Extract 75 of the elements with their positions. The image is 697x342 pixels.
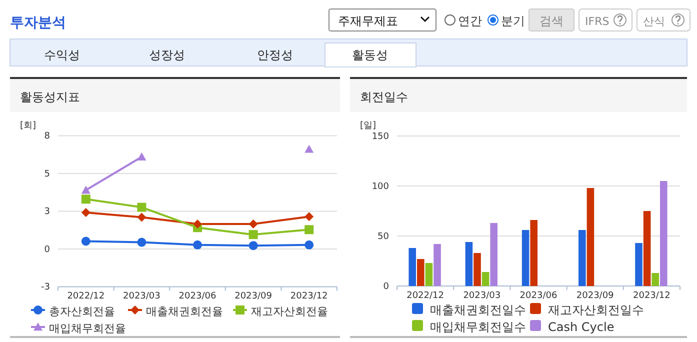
x-tick-label: 2023/09 — [234, 292, 272, 302]
point — [81, 194, 90, 204]
text: 주재무제표 — [338, 14, 398, 28]
y-tick-label: 50 — [378, 232, 390, 242]
bar — [652, 273, 659, 286]
bar — [660, 181, 668, 286]
text: 수익성 — [44, 48, 80, 62]
point — [193, 240, 202, 250]
point — [304, 212, 314, 222]
bar — [434, 244, 441, 286]
y-tick-label: 0 — [44, 244, 50, 255]
legend-label: 매입채무회전율 — [49, 322, 126, 335]
point — [137, 152, 146, 160]
bar — [425, 263, 433, 286]
x-tick-label: 2022/12 — [67, 292, 105, 302]
legend-label: 재고자산회전율 — [251, 305, 328, 318]
text: 연간 — [458, 14, 482, 28]
y-axis-title: [회] — [20, 121, 36, 131]
text: 성장성 — [149, 48, 185, 62]
bar — [465, 242, 473, 286]
y-tick-label: 3 — [44, 207, 50, 218]
point — [248, 230, 258, 240]
legend-label: 매입채무회전일수 — [430, 320, 526, 334]
y-tick-label: -3 — [41, 282, 50, 293]
bar — [643, 211, 651, 286]
point — [193, 219, 202, 228]
point — [137, 212, 146, 222]
bar — [482, 272, 490, 286]
text: 분기 — [501, 14, 525, 28]
bar — [586, 188, 594, 286]
text: 산식 — [643, 15, 665, 28]
x-tick-label: 2023/12 — [290, 292, 328, 302]
point — [137, 202, 146, 212]
point — [137, 238, 146, 247]
legend-label: 매출채권회전일수 — [430, 303, 526, 317]
legend-label: 매출채권회전율 — [146, 305, 223, 318]
text: IFRS — [585, 15, 610, 28]
point — [81, 186, 90, 194]
bar — [417, 259, 424, 286]
point — [304, 240, 314, 250]
legend-label: Cash Cycle — [548, 320, 614, 334]
legend-label: 총자산회전율 — [49, 305, 115, 318]
legend-label: 재고자산회전일수 — [548, 303, 644, 317]
text: 안정성 — [257, 48, 293, 62]
x-tick-label: 2023/12 — [633, 291, 670, 301]
chart-title: 활동성지표 — [20, 90, 80, 104]
y-tick-label: 150 — [372, 132, 390, 142]
text: 검색 — [540, 14, 564, 28]
point — [304, 225, 314, 234]
point — [304, 144, 314, 153]
y-tick-label: 8 — [44, 132, 50, 142]
y-tick-label: 100 — [372, 182, 390, 192]
x-tick-label: 2022/12 — [406, 291, 444, 301]
y-tick-label: 0 — [383, 282, 390, 292]
bar — [522, 230, 530, 286]
y-axis-title: [일] — [360, 121, 376, 131]
x-tick-label: 2023/06 — [520, 291, 558, 301]
point — [248, 241, 258, 250]
x-tick-label: 2023/03 — [463, 291, 501, 301]
point — [248, 219, 258, 228]
bar — [635, 243, 642, 286]
y-tick-label: 5 — [44, 169, 50, 180]
x-tick-label: 2023/06 — [178, 292, 216, 302]
point — [81, 208, 90, 218]
bar — [408, 248, 416, 286]
bar — [474, 253, 481, 286]
bar — [530, 220, 538, 286]
x-tick-label: 2023/03 — [123, 292, 160, 302]
bar — [578, 230, 586, 286]
text: 활동성 — [352, 48, 388, 62]
point — [81, 236, 90, 246]
text: 투자분석 — [10, 15, 66, 31]
x-tick-label: 2023/09 — [576, 291, 614, 301]
chart-title: 회전일수 — [360, 90, 408, 104]
bar — [490, 223, 498, 286]
